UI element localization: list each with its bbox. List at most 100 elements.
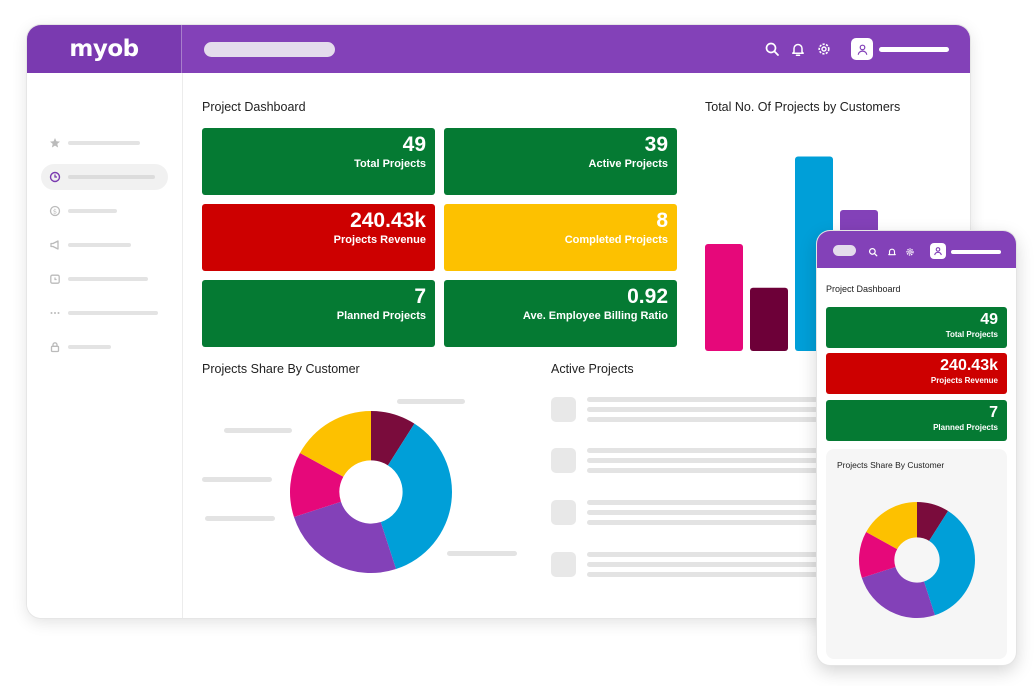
kpi-label: Active Projects <box>588 158 668 170</box>
clock-icon <box>49 171 61 183</box>
list-item-line <box>587 468 827 473</box>
sidebar-item-security[interactable] <box>27 334 183 360</box>
sidebar-item-label <box>68 311 158 315</box>
list-item-line <box>587 562 827 567</box>
list-item-line <box>587 397 827 402</box>
mobile-share-title: Projects Share By Customer <box>837 460 945 470</box>
list-item-line <box>587 520 827 525</box>
alarm-icon <box>49 273 61 285</box>
search-icon[interactable] <box>868 247 878 257</box>
sidebar-item-favorites[interactable] <box>27 130 183 156</box>
sidebar: $ <box>27 73 183 618</box>
mobile-share-donut-chart <box>859 502 975 618</box>
kpi-value: 39 <box>644 133 668 156</box>
username-placeholder[interactable] <box>951 250 1001 254</box>
kpi-label: Total Projects <box>354 158 426 170</box>
kpi-value: 49 <box>402 133 426 156</box>
mobile-device: Project Dashboard 49 Total Projects 240.… <box>817 231 1016 665</box>
share-donut-chart <box>290 411 453 573</box>
kpi-total-projects[interactable]: 49 Total Projects <box>202 128 435 195</box>
kpi-label: Planned Projects <box>933 423 998 432</box>
brand-area[interactable]: myob <box>27 25 182 73</box>
list-item-line <box>587 572 827 577</box>
donut-slice-5[interactable] <box>300 411 371 477</box>
kpi-active-projects[interactable]: 39 Active Projects <box>444 128 677 195</box>
mobile-donut-slice-2[interactable] <box>923 511 975 616</box>
kpi-projects-revenue[interactable]: 240.43k Projects Revenue <box>202 204 435 271</box>
username-placeholder[interactable] <box>879 47 949 52</box>
sidebar-item-label <box>68 209 117 213</box>
kpi-label: Ave. Employee Billing Ratio <box>522 310 668 322</box>
list-item-thumbnail[interactable] <box>551 500 576 525</box>
kpi-planned-projects[interactable]: 7 Planned Projects <box>202 280 435 347</box>
kpi-completed-projects[interactable]: 8 Completed Projects <box>444 204 677 271</box>
mobile-donut-slice-5[interactable] <box>866 502 917 550</box>
bell-icon[interactable] <box>887 247 897 257</box>
list-item-thumbnail[interactable] <box>551 552 576 577</box>
mobile-header-bar <box>817 231 1016 268</box>
mobile-kpi-planned-projects[interactable]: 7 Planned Projects <box>826 400 1007 441</box>
list-item-line <box>587 510 827 515</box>
list-item-line <box>587 448 827 453</box>
sidebar-item-announcements[interactable] <box>27 232 183 258</box>
bar-1[interactable] <box>705 244 743 351</box>
kpi-label: Completed Projects <box>564 234 668 246</box>
header-bar <box>182 25 970 73</box>
mobile-kpi-projects-revenue[interactable]: 240.43k Projects Revenue <box>826 353 1007 394</box>
donut-slice-2[interactable] <box>380 423 453 570</box>
search-bar-placeholder[interactable] <box>204 42 335 57</box>
myob-logo[interactable]: myob <box>69 36 139 62</box>
list-item-line <box>587 458 827 463</box>
sidebar-item-recent[interactable] <box>41 164 168 190</box>
sidebar-item-label <box>68 345 111 349</box>
sidebar-item-billing[interactable]: $ <box>27 198 183 224</box>
list-item-line <box>587 552 827 557</box>
legend-placeholder <box>224 428 292 433</box>
list-item-line <box>587 500 827 505</box>
kpi-value: 240.43k <box>940 357 998 374</box>
sidebar-item-label <box>68 277 148 281</box>
kpi-label: Projects Revenue <box>333 234 426 246</box>
mobile-page-title: Project Dashboard <box>826 284 901 294</box>
lock-icon <box>49 341 61 353</box>
mobile-kpi-total-projects[interactable]: 49 Total Projects <box>826 307 1007 348</box>
mobile-share-card: Projects Share By Customer <box>826 449 1007 659</box>
list-item-thumbnail[interactable] <box>551 397 576 422</box>
share-chart-title: Projects Share By Customer <box>202 362 360 376</box>
mobile-donut-slice-1[interactable] <box>917 502 949 541</box>
gear-icon[interactable] <box>816 41 832 57</box>
bar-2[interactable] <box>750 287 788 351</box>
legend-placeholder <box>205 516 275 521</box>
bell-icon[interactable] <box>790 41 806 57</box>
desktop-window: myob $ <box>27 25 970 618</box>
kpi-value: 240.43k <box>350 209 426 232</box>
top-bar: myob <box>27 25 970 73</box>
kpi-value: 7 <box>414 285 426 308</box>
kpi-label: Total Projects <box>945 330 998 339</box>
svg-text:$: $ <box>53 207 57 215</box>
kpi-value: 7 <box>989 404 998 421</box>
search-icon[interactable] <box>764 41 780 57</box>
gear-icon[interactable] <box>905 247 915 257</box>
kpi-label: Planned Projects <box>336 310 426 322</box>
bar-chart-title: Total No. Of Projects by Customers <box>705 100 901 114</box>
kpi-billing-ratio[interactable]: 0.92 Ave. Employee Billing Ratio <box>444 280 677 347</box>
sidebar-item-reminders[interactable] <box>27 266 183 292</box>
donut-slice-3[interactable] <box>293 501 397 573</box>
mobile-donut-slice-3[interactable] <box>861 566 935 618</box>
list-item-thumbnail[interactable] <box>551 448 576 473</box>
dollar-icon: $ <box>49 205 61 217</box>
mobile-donut-slice-4[interactable] <box>859 532 898 578</box>
sidebar-item-more[interactable] <box>27 300 183 326</box>
legend-placeholder <box>397 399 465 404</box>
list-item-line <box>587 417 827 422</box>
mobile-menu-pill[interactable] <box>833 245 856 256</box>
donut-slice-4[interactable] <box>290 452 344 518</box>
page-title: Project Dashboard <box>202 100 306 114</box>
legend-placeholder <box>447 551 517 556</box>
avatar[interactable] <box>930 243 946 259</box>
kpi-value: 8 <box>656 209 668 232</box>
legend-placeholder <box>202 477 272 482</box>
donut-slice-1[interactable] <box>371 411 415 466</box>
avatar[interactable] <box>851 38 873 60</box>
